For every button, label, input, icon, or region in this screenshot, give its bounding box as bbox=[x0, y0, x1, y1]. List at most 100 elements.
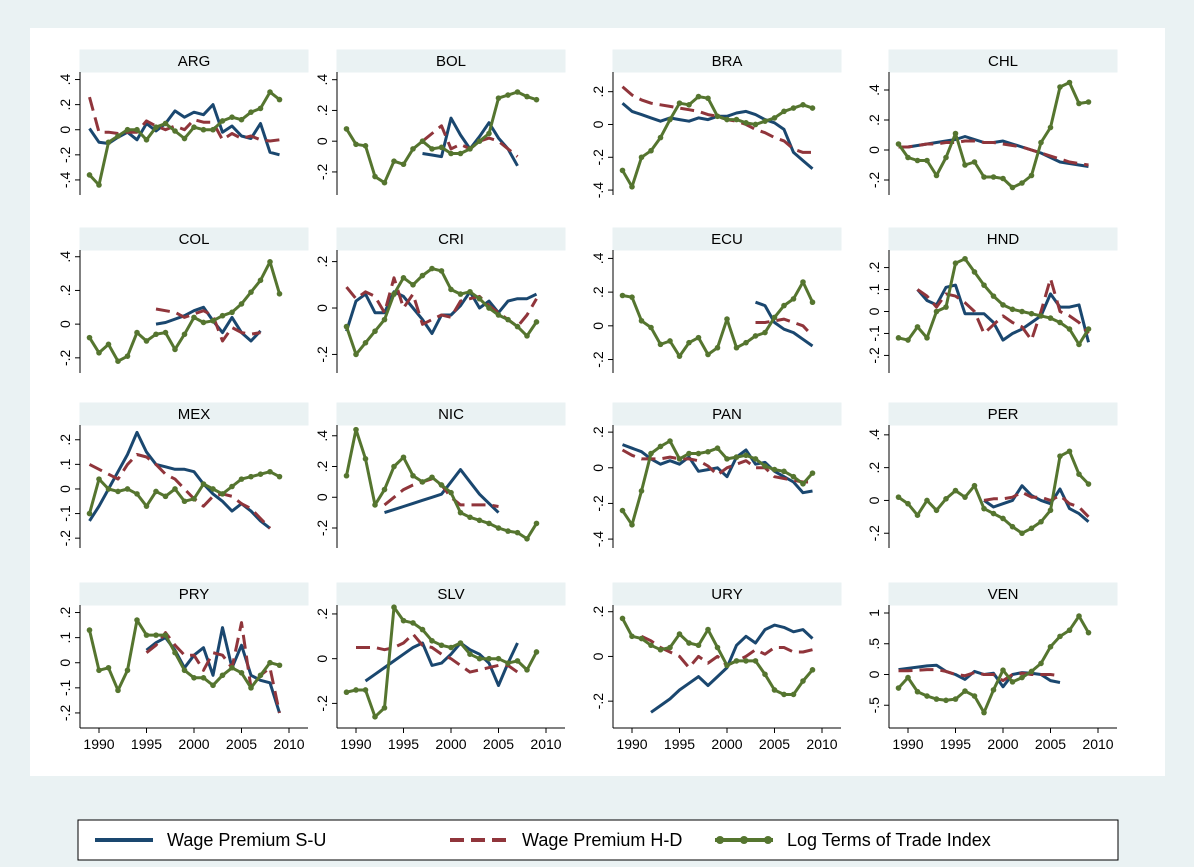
y-tick-label: -.2 bbox=[866, 172, 882, 189]
series-marker bbox=[134, 126, 140, 133]
series-marker bbox=[1057, 319, 1063, 326]
series-marker bbox=[248, 473, 254, 480]
series-marker bbox=[476, 517, 483, 524]
series-marker bbox=[353, 141, 359, 148]
series-marker bbox=[162, 632, 169, 638]
series-marker bbox=[733, 344, 740, 351]
series-marker bbox=[1000, 667, 1006, 673]
panel-title: URY bbox=[711, 586, 742, 603]
series-line bbox=[916, 277, 1090, 342]
panel-title-bar bbox=[79, 582, 309, 606]
series-marker bbox=[438, 482, 445, 488]
series-marker bbox=[105, 486, 112, 492]
series-marker bbox=[1019, 674, 1025, 681]
y-tick-label: .4 bbox=[866, 429, 882, 441]
panel-title: ARG bbox=[178, 53, 211, 70]
series-marker bbox=[514, 323, 521, 330]
series-marker bbox=[457, 640, 464, 646]
series-marker bbox=[905, 674, 911, 681]
series-marker bbox=[762, 118, 768, 124]
panel-title: ECU bbox=[711, 231, 743, 248]
x-tick-label: 1990 bbox=[340, 736, 371, 752]
y-tick-label: .4 bbox=[866, 84, 882, 96]
series-marker bbox=[943, 496, 949, 502]
y-tick-label: -.1 bbox=[57, 505, 73, 522]
y-tick-label: .2 bbox=[57, 434, 73, 446]
series-marker bbox=[429, 146, 435, 152]
series-marker bbox=[743, 658, 749, 664]
series-marker bbox=[971, 482, 978, 489]
series-marker bbox=[1009, 306, 1016, 313]
series-marker bbox=[933, 308, 940, 315]
series-marker bbox=[781, 468, 787, 475]
series-marker bbox=[686, 450, 692, 457]
series-marker bbox=[686, 640, 692, 646]
series-marker bbox=[771, 466, 778, 473]
series-marker bbox=[219, 118, 226, 124]
series-marker bbox=[86, 334, 93, 341]
y-tick-label: -.2 bbox=[590, 149, 606, 166]
panel-title-bar bbox=[336, 582, 566, 606]
y-tick-label: -.4 bbox=[57, 172, 73, 189]
series-marker bbox=[353, 351, 359, 358]
series-marker bbox=[914, 512, 921, 518]
series-marker bbox=[762, 463, 768, 469]
series-marker bbox=[362, 143, 369, 149]
panel-title: NIC bbox=[438, 406, 464, 423]
x-tick-label: 2010 bbox=[806, 736, 837, 752]
series-marker bbox=[638, 317, 645, 324]
series-marker bbox=[771, 314, 778, 321]
series-marker bbox=[96, 476, 102, 482]
series-marker bbox=[924, 335, 930, 341]
series-marker bbox=[971, 159, 978, 165]
series-marker bbox=[476, 138, 483, 144]
series-marker bbox=[1009, 523, 1016, 530]
series-marker bbox=[1057, 633, 1063, 640]
y-tick-label: .2 bbox=[314, 104, 330, 116]
series-marker bbox=[800, 481, 806, 487]
series-marker bbox=[905, 337, 911, 343]
series-marker bbox=[115, 358, 121, 365]
series-marker bbox=[153, 488, 159, 495]
series-marker bbox=[733, 454, 740, 460]
series-marker bbox=[952, 260, 959, 266]
series-line bbox=[898, 668, 1061, 683]
series-marker bbox=[1000, 515, 1006, 522]
series-marker bbox=[381, 179, 388, 186]
y-tick-label: .2 bbox=[57, 284, 73, 296]
series-marker bbox=[267, 258, 273, 265]
panel-title: HND bbox=[987, 231, 1020, 248]
series-marker bbox=[476, 655, 483, 662]
y-tick-label: 0 bbox=[57, 320, 73, 328]
series-marker bbox=[172, 649, 178, 656]
series-marker bbox=[533, 319, 540, 325]
series-marker bbox=[172, 128, 178, 134]
series-marker bbox=[124, 353, 131, 359]
y-tick-label: -.2 bbox=[314, 164, 330, 181]
series-marker bbox=[134, 491, 140, 497]
series-marker bbox=[895, 141, 902, 147]
series-marker bbox=[619, 292, 626, 299]
y-tick-label: -.2 bbox=[866, 347, 882, 364]
series-marker bbox=[990, 174, 997, 180]
series-marker bbox=[962, 688, 968, 694]
series-line bbox=[621, 448, 813, 484]
y-tick-label: .5 bbox=[866, 638, 882, 650]
y-tick-label: 0 bbox=[314, 493, 330, 501]
series-marker bbox=[762, 671, 768, 678]
series-marker bbox=[629, 184, 635, 190]
panel-title-bar bbox=[612, 227, 842, 251]
series-marker bbox=[724, 116, 730, 123]
series-marker bbox=[248, 289, 254, 295]
panel-title-bar bbox=[888, 49, 1118, 73]
series-marker bbox=[495, 95, 502, 101]
series-marker bbox=[400, 275, 407, 281]
panel-title: CRI bbox=[438, 231, 464, 248]
series-marker bbox=[143, 503, 150, 509]
series-line bbox=[88, 430, 271, 530]
y-tick-label: .2 bbox=[590, 286, 606, 298]
series-marker bbox=[1076, 471, 1082, 478]
y-tick-label: -.2 bbox=[57, 705, 73, 722]
series-marker bbox=[914, 324, 921, 330]
series-marker bbox=[372, 714, 378, 720]
